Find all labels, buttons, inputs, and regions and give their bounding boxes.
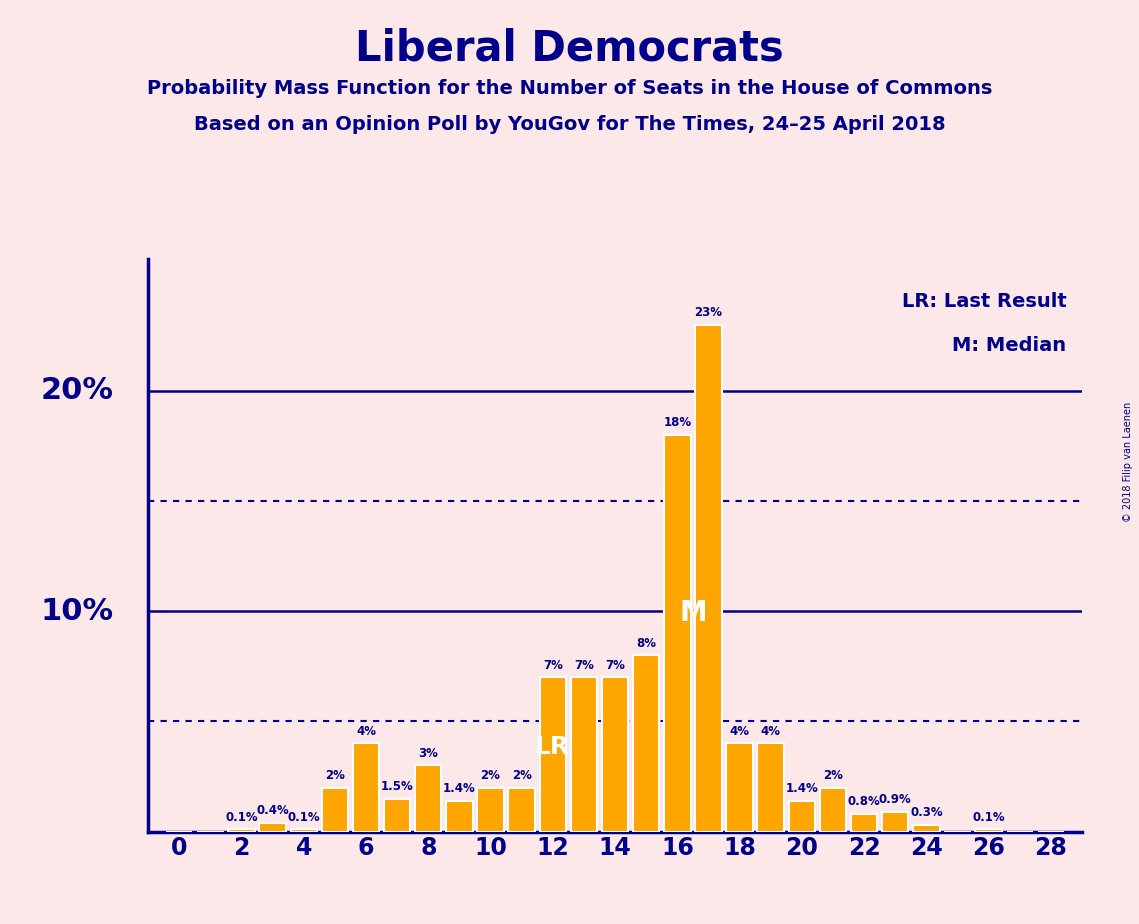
Bar <box>975 830 1002 832</box>
Text: 0.8%: 0.8% <box>847 796 880 808</box>
Text: 4%: 4% <box>357 725 376 738</box>
Text: Probability Mass Function for the Number of Seats in the House of Commons: Probability Mass Function for the Number… <box>147 79 992 98</box>
Text: 2%: 2% <box>823 769 843 782</box>
Bar <box>446 801 473 832</box>
Text: 2%: 2% <box>325 769 345 782</box>
Bar <box>290 830 317 832</box>
Bar <box>228 830 255 832</box>
Text: LR: LR <box>535 735 571 759</box>
Text: 4%: 4% <box>761 725 780 738</box>
Text: 18%: 18% <box>663 417 691 430</box>
Bar <box>508 787 535 832</box>
Text: 0.1%: 0.1% <box>973 811 1005 824</box>
Text: 23%: 23% <box>695 307 722 320</box>
Text: 3%: 3% <box>418 747 439 760</box>
Bar <box>882 812 909 832</box>
Bar <box>664 435 690 832</box>
Text: 1.4%: 1.4% <box>786 783 818 796</box>
Bar <box>695 325 722 832</box>
Bar <box>757 744 784 832</box>
Bar <box>820 787 846 832</box>
Text: 7%: 7% <box>574 659 593 672</box>
Bar <box>384 798 410 832</box>
Text: Liberal Democrats: Liberal Democrats <box>355 28 784 69</box>
Text: LR: Last Result: LR: Last Result <box>902 292 1066 310</box>
Bar <box>851 814 877 832</box>
Text: © 2018 Filip van Laenen: © 2018 Filip van Laenen <box>1123 402 1133 522</box>
Text: 0.9%: 0.9% <box>879 794 911 807</box>
Text: Based on an Opinion Poll by YouGov for The Times, 24–25 April 2018: Based on an Opinion Poll by YouGov for T… <box>194 116 945 135</box>
Bar <box>571 677 597 832</box>
Text: 0.1%: 0.1% <box>226 811 257 824</box>
Bar <box>260 822 286 832</box>
Text: M: Median: M: Median <box>952 335 1066 355</box>
Bar <box>913 825 940 832</box>
Text: 2%: 2% <box>511 769 532 782</box>
Bar <box>788 801 816 832</box>
Text: 8%: 8% <box>637 637 656 650</box>
Bar <box>477 787 503 832</box>
Text: 20%: 20% <box>41 376 114 406</box>
Bar <box>321 787 349 832</box>
Bar <box>727 744 753 832</box>
Text: 0.4%: 0.4% <box>256 804 289 817</box>
Text: 7%: 7% <box>605 659 625 672</box>
Text: 7%: 7% <box>543 659 563 672</box>
Bar <box>633 655 659 832</box>
Text: 1.5%: 1.5% <box>380 780 413 793</box>
Bar <box>415 765 442 832</box>
Bar <box>540 677 566 832</box>
Bar <box>353 744 379 832</box>
Text: 1.4%: 1.4% <box>443 783 476 796</box>
Text: 2%: 2% <box>481 769 500 782</box>
Text: 0.3%: 0.3% <box>910 807 943 820</box>
Text: 4%: 4% <box>730 725 749 738</box>
Text: 0.1%: 0.1% <box>287 811 320 824</box>
Text: M: M <box>679 600 706 627</box>
Text: 10%: 10% <box>41 597 114 626</box>
Bar <box>601 677 629 832</box>
